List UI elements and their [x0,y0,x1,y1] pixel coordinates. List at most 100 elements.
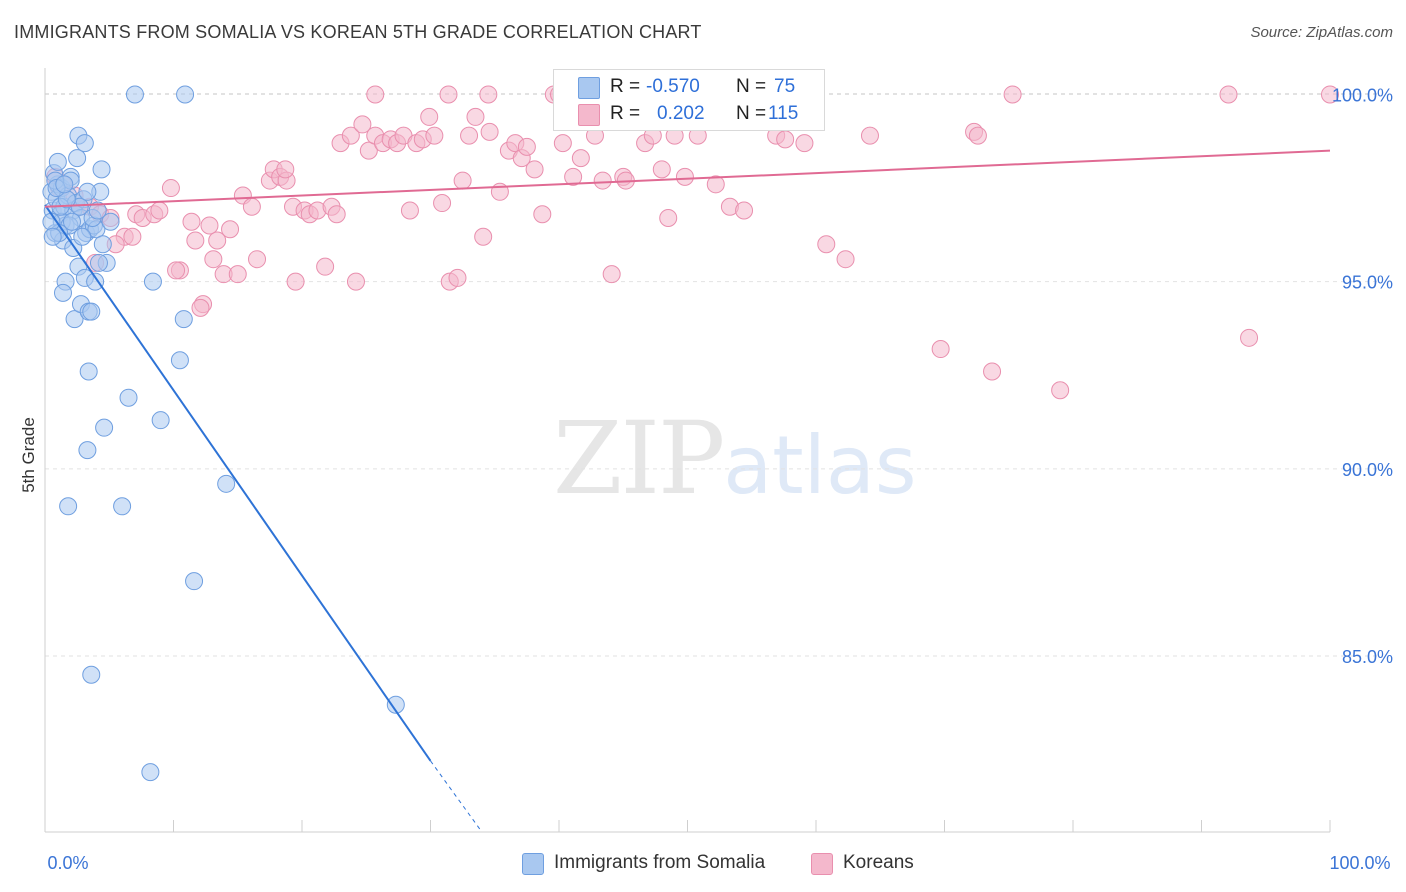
watermark-zip: ZIP [553,400,725,517]
somalia-point [86,272,105,291]
korean-point [286,272,305,291]
korean-point [1003,85,1022,104]
somalia-point [125,85,144,104]
korean-point [1321,85,1339,104]
somalia-point [95,418,114,437]
korean-point [860,126,879,145]
points [42,85,1339,782]
korean-point [517,137,536,156]
source-label: Source: ZipAtlas.com [1250,24,1393,41]
korean-point [123,227,142,246]
korean-point [675,167,694,186]
somalia-point [82,665,101,684]
korean-point [817,235,836,254]
somalia-point [73,227,92,246]
korean-point [593,171,612,190]
korean-point [204,250,223,269]
korean-point [341,126,360,145]
trend-lines [44,149,1331,833]
korean-point [439,85,458,104]
korean-point [208,231,227,250]
korean-point [474,227,493,246]
korean-point [571,149,590,168]
legend-n-value-koreans: 115 [768,103,799,124]
somalia-point [65,310,84,329]
legend-swatch-somalia [578,77,600,99]
somalia-point [185,572,204,591]
korean-point [242,197,261,216]
korean-point [983,362,1002,381]
somalia-point [141,763,160,782]
y-tick-label: 90.0% [1342,460,1393,480]
somalia-point [174,310,193,329]
legend-r-label: R = [610,103,641,124]
somalia-point [82,302,101,321]
legend: R = -0.570 N = 75 R = 0.202 N = 115 [553,69,825,131]
y-tick-label: 100.0% [1332,85,1393,105]
korean-point [602,265,621,284]
korean-point [533,205,552,224]
korean-point [795,134,814,153]
korean-point [479,85,498,104]
somalia-point [59,497,78,516]
somalia-point [88,201,107,220]
korean-point [161,179,180,198]
somalia-point [143,272,162,291]
x-tick-label: 100.0% [1329,853,1390,873]
korean-point [460,126,479,145]
legend-n-label: N = [736,103,767,124]
korean-point [553,134,572,153]
somalia-point [48,152,67,171]
chart-title: IMMIGRANTS FROM SOMALIA VS KOREAN 5TH GR… [14,22,702,42]
somalia-trend-extension [430,760,483,833]
legend-r-label: R = [610,76,641,97]
korean-point [652,160,671,179]
legend-r-value-somalia: -0.570 [646,76,700,97]
somalia-point [68,149,87,168]
korean-point [150,201,169,220]
korean-trend-line [44,149,1331,208]
y-axis-label: 5th Grade [19,417,38,493]
korean-point [1051,381,1070,400]
korean-point [353,115,372,134]
korean-point [276,160,295,179]
tick-labels: 85.0% 90.0% 95.0% 100.0% 0.0% 100.0% [47,85,1393,873]
korean-point [400,201,419,220]
somalia-point [217,474,236,493]
x-tick-label: 0.0% [47,853,88,873]
korean-point [425,126,444,145]
y-tick-label: 95.0% [1342,273,1393,293]
korean-point [776,130,795,149]
korean-point [228,265,247,284]
korean-point [182,212,201,231]
legend-n-value-somalia: 75 [774,76,796,97]
korean-point [191,298,210,317]
korean-point [453,171,472,190]
somalia-point [92,160,111,179]
bottom-legend-swatch-koreans [811,853,833,875]
legend-r-value-koreans: 0.202 [657,103,705,124]
bottom-legend-label-koreans: Koreans [843,852,914,873]
somalia-point [113,497,132,516]
korean-point [448,268,467,287]
korean-point [316,257,335,276]
somalia-point [151,411,170,430]
korean-point [466,107,485,126]
somalia-point [75,134,94,153]
y-tick-label: 85.0% [1342,647,1393,667]
korean-point [659,209,678,228]
korean-point [186,231,205,250]
korean-point [564,167,583,186]
korean-point [480,122,499,141]
somalia-point [43,227,62,246]
somalia-trend-line [44,204,432,762]
korean-point [735,201,754,220]
korean-point [221,220,240,239]
watermark: ZIPatlas [553,400,917,517]
somalia-point [78,441,97,460]
somalia-point [170,351,189,370]
korean-point [200,216,219,235]
korean-point [420,107,439,126]
somalia-point [53,283,72,302]
